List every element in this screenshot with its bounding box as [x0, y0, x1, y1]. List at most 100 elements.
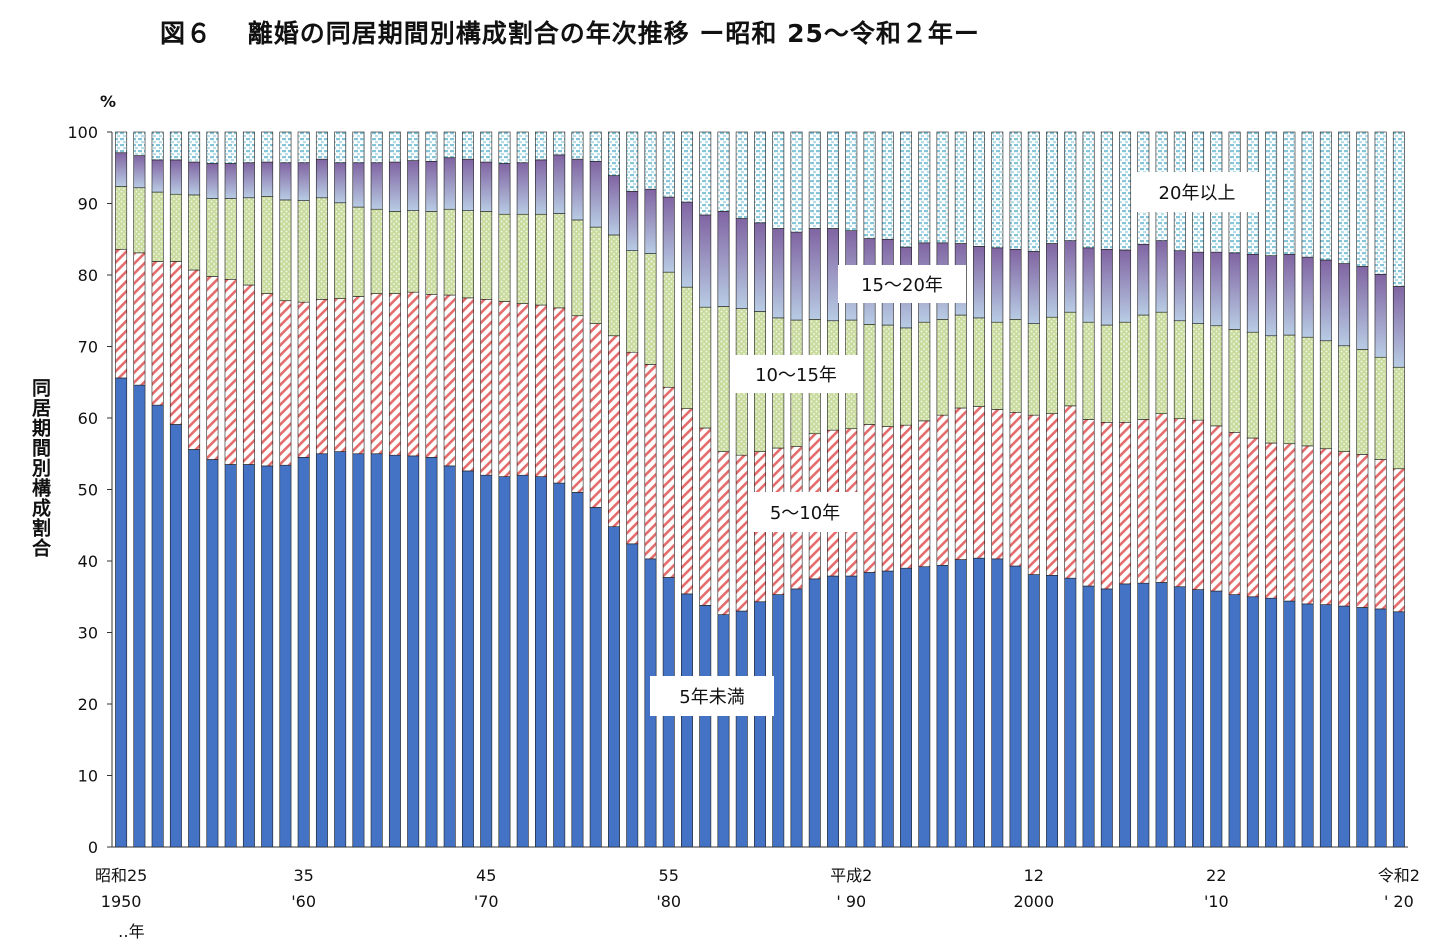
bar-5-10y-1964: [370, 293, 383, 455]
bar-5-10y-2000: [1027, 414, 1040, 575]
bar-5-10y-1984: [735, 454, 748, 612]
bar-15-20y-2016: [1319, 259, 1332, 342]
bar-10-15y-1966: [407, 210, 420, 293]
bar-15-20y-1976: [589, 161, 602, 228]
series-label-over-20y: 20年以上: [1159, 183, 1236, 204]
bar-5-10y-1972: [516, 303, 529, 476]
bar-10-15y-1964: [370, 208, 383, 294]
bar-15-20y-1966: [407, 160, 420, 211]
bar-15-20y-1974: [553, 154, 566, 214]
label-box-15-20y: [838, 265, 966, 303]
bar-over-20y-2001: [1046, 131, 1059, 244]
bar-10-15y-2016: [1319, 340, 1332, 450]
x-tick-label-era: 45: [476, 866, 496, 885]
bar-15-20y-1957: [242, 162, 255, 199]
bar-under-5y-2016: [1319, 604, 1332, 848]
bar-15-20y-2003: [1082, 247, 1095, 323]
bar-15-20y-1971: [498, 163, 511, 215]
bar-over-20y-1999: [1009, 131, 1022, 250]
bar-15-20y-1982: [699, 214, 712, 308]
y-tick-label: 50: [78, 481, 98, 500]
bar-10-15y-1991: [863, 324, 876, 425]
bar-10-15y-2018: [1356, 349, 1369, 455]
bar-15-20y-1979: [644, 188, 657, 254]
bar-5-10y-1951: [133, 252, 146, 386]
bar-15-20y-2007: [1155, 240, 1168, 313]
bar-over-20y-1956: [224, 131, 237, 164]
bar-5-10y-1954: [188, 269, 201, 450]
bar-5-10y-2020: [1392, 468, 1405, 613]
bar-15-20y-2006: [1137, 243, 1150, 316]
bar-15-20y-1988: [808, 228, 821, 320]
bar-under-5y-1969: [461, 470, 474, 848]
bar-5-10y-1956: [224, 278, 237, 465]
bar-5-10y-1993: [900, 424, 912, 569]
bar-10-15y-2013: [1265, 335, 1278, 444]
bar-15-20y-1956: [224, 163, 237, 199]
bar-10-15y-1982: [699, 306, 712, 429]
bar-15-20y-1987: [790, 231, 803, 321]
bar-10-15y-1952: [151, 191, 164, 262]
bar-10-15y-1995: [936, 319, 949, 416]
bar-15-20y-1951: [133, 155, 146, 189]
bar-under-5y-2009: [1192, 589, 1205, 848]
bar-under-5y-1985: [754, 601, 766, 848]
bar-5-10y-1975: [571, 315, 584, 493]
bar-5-10y-1957: [242, 284, 255, 465]
bar-15-20y-1973: [534, 159, 547, 215]
bar-10-15y-1996: [954, 314, 967, 409]
bar-under-5y-1990: [845, 575, 858, 848]
bar-15-20y-1961: [315, 158, 328, 199]
bar-over-20y-2002: [1064, 131, 1077, 241]
y-tick-label: 20: [78, 695, 98, 714]
bar-over-20y-2019: [1374, 131, 1387, 275]
bar-10-15y-2006: [1137, 314, 1150, 420]
y-axis-unit: %: [100, 92, 117, 111]
bar-over-20y-1977: [608, 131, 620, 176]
bar-under-5y-2003: [1082, 585, 1095, 848]
bar-over-20y-1972: [516, 131, 529, 164]
bar-under-5y-1956: [224, 464, 237, 848]
bar-under-5y-1987: [790, 588, 803, 848]
bar-over-20y-1988: [808, 131, 821, 229]
bar-5-10y-1995: [936, 414, 949, 566]
bar-5-10y-1999: [1009, 411, 1022, 567]
bar-10-15y-1958: [261, 196, 274, 294]
bar-over-20y-1998: [991, 131, 1004, 249]
year-unit-note: ‥年: [118, 922, 145, 941]
bar-10-15y-1972: [516, 213, 529, 304]
bar-under-5y-1960: [297, 457, 310, 848]
bar-10-15y-2011: [1228, 329, 1241, 433]
y-tick-label: 60: [78, 409, 98, 428]
bar-10-15y-1953: [169, 193, 182, 262]
bar-over-20y-1986: [772, 131, 785, 229]
bar-over-20y-1992: [881, 131, 894, 240]
bar-10-15y-2008: [1173, 320, 1186, 420]
bar-under-5y-1977: [608, 526, 620, 848]
bar-over-20y-1987: [790, 131, 803, 233]
x-tick-label-era: 12: [1024, 866, 1044, 885]
y-tick-label: 80: [78, 266, 98, 285]
bar-under-5y-1995: [936, 564, 949, 848]
bar-over-20y-1991: [863, 131, 876, 239]
bar-under-5y-1961: [315, 453, 328, 848]
bar-10-15y-1983: [717, 306, 730, 452]
bar-5-10y-2005: [1119, 421, 1132, 585]
bar-15-20y-1963: [352, 162, 365, 208]
bar-15-20y-1978: [626, 191, 639, 251]
bar-over-20y-1966: [407, 131, 420, 161]
bar-5-10y-2019: [1374, 459, 1387, 610]
bar-5-10y-1955: [206, 276, 219, 460]
bar-5-10y-2018: [1356, 454, 1369, 608]
bar-over-20y-1954: [188, 131, 201, 163]
bar-15-20y-2013: [1265, 255, 1278, 337]
bar-5-10y-1958: [261, 293, 274, 467]
bar-over-20y-1975: [571, 131, 584, 160]
bar-over-20y-1982: [699, 131, 712, 216]
bar-under-5y-1996: [954, 559, 967, 848]
bar-10-15y-1960: [297, 200, 310, 303]
bar-15-20y-2000: [1027, 251, 1040, 324]
bar-under-5y-1972: [516, 474, 529, 848]
bar-10-15y-1950: [115, 186, 128, 250]
